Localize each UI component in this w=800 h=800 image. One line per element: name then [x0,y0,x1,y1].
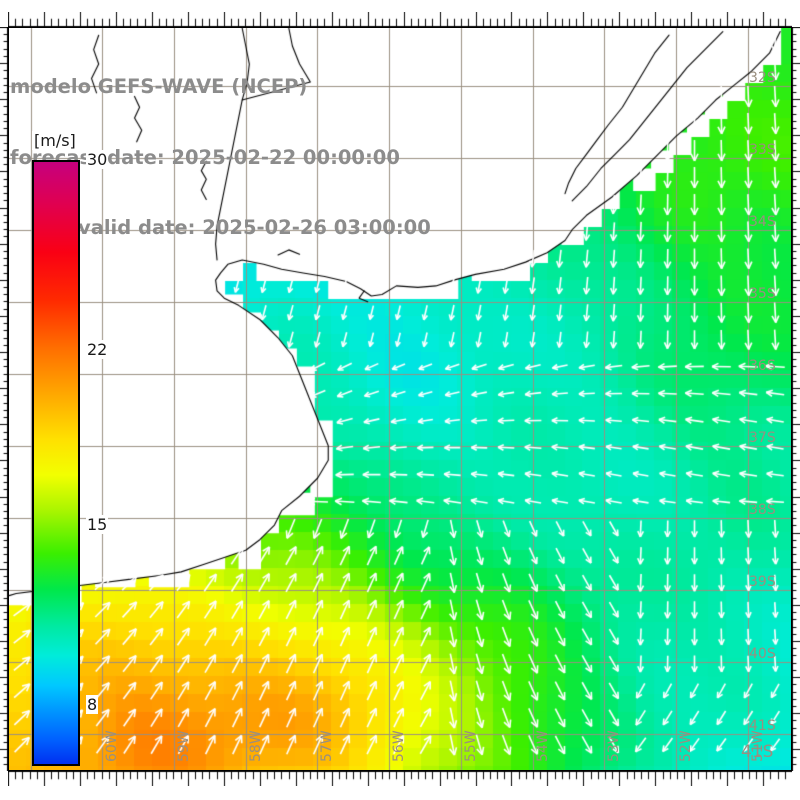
colorbar-tick-22: 22 [86,339,109,359]
top-axis-ruler [8,12,792,27]
colorbar-unit-label: [m/s] [32,131,78,150]
colorbar: [m/s] 30 22 15 8 [30,131,120,771]
wind-vector-arrows-layer [9,28,791,770]
bottom-axis-ruler [8,771,792,786]
left-axis-ruler [0,27,8,771]
colorbar-tick-8: 8 [86,694,99,714]
right-axis-ruler [792,27,800,771]
colorbar-tick-15: 15 [86,514,109,534]
colorbar-tick-30: 30 [86,150,109,169]
map-plot-area: 32S33S34S35S36S37S38S39S40S41S61W60W59W5… [8,27,792,771]
colorbar-gradient [32,160,80,766]
